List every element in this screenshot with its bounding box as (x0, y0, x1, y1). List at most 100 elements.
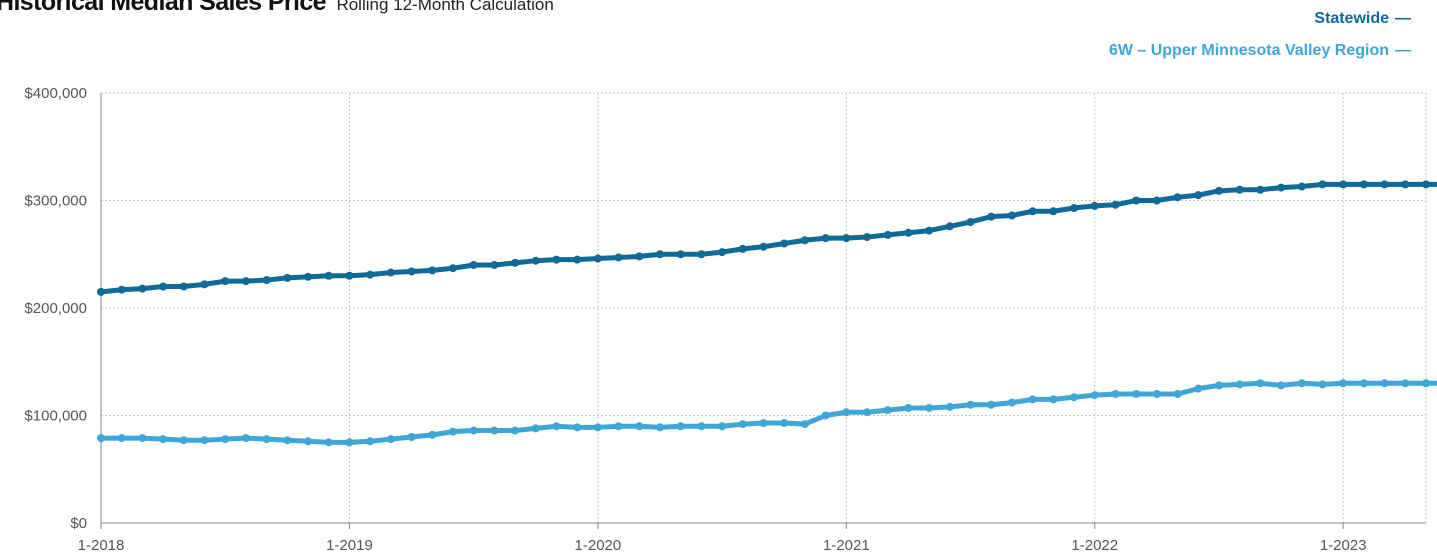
data-point (366, 437, 375, 446)
data-point (1152, 196, 1161, 205)
data-point (1422, 180, 1430, 189)
data-point (780, 419, 789, 428)
data-point (593, 423, 602, 432)
data-point (987, 212, 996, 221)
data-point (966, 218, 975, 226)
data-point (179, 436, 188, 445)
data-point (821, 411, 830, 420)
x-tick-label: 1-2023 (1320, 537, 1367, 554)
y-tick-label: $200,000 (24, 300, 87, 317)
data-point (1422, 379, 1430, 388)
legend-item-region: 6W – Upper Minnesota Valley Region — (1109, 41, 1411, 61)
data-point (469, 426, 478, 435)
data-point (676, 422, 685, 431)
data-point (221, 435, 230, 444)
data-point (200, 436, 209, 445)
y-tick-label: $0 (70, 515, 87, 532)
data-point (614, 422, 623, 431)
data-point (883, 230, 892, 239)
data-point (1194, 384, 1203, 393)
data-point (324, 271, 333, 280)
data-point (1318, 380, 1327, 389)
data-point (531, 256, 540, 265)
data-point (1380, 180, 1389, 189)
data-point (552, 422, 561, 431)
data-point (821, 234, 830, 243)
data-point (1359, 379, 1368, 388)
data-point (780, 239, 789, 248)
data-point (1401, 180, 1410, 189)
data-point (1277, 183, 1286, 192)
data-point (448, 427, 457, 436)
data-point (490, 426, 499, 435)
data-point (345, 271, 354, 280)
data-point (573, 423, 582, 432)
data-point (1297, 182, 1306, 191)
data-point (697, 250, 706, 259)
y-tick-label: $300,000 (24, 193, 87, 210)
data-point (1028, 395, 1037, 404)
data-point (1297, 379, 1306, 388)
data-point (1214, 381, 1223, 390)
data-point (1256, 185, 1265, 194)
data-point (1111, 390, 1120, 398)
data-point (241, 277, 250, 286)
data-point (407, 433, 416, 441)
data-point (283, 436, 292, 445)
data-point (842, 234, 851, 243)
data-point (159, 435, 168, 444)
data-point (511, 426, 520, 435)
data-point (635, 252, 644, 261)
data-point (1173, 390, 1182, 398)
data-point (593, 254, 602, 263)
data-point (283, 273, 292, 282)
data-point (448, 264, 457, 273)
data-point (1339, 379, 1348, 388)
data-point (1132, 196, 1141, 205)
data-point (97, 287, 105, 296)
x-tick-label: 1-2018 (78, 537, 125, 554)
data-point (573, 255, 582, 264)
data-point (1401, 379, 1410, 388)
data-point (842, 408, 851, 417)
legend-label-region: 6W – Upper Minnesota Valley Region (1108, 42, 1389, 59)
data-point (655, 423, 664, 432)
series-line-1 (98, 380, 1437, 445)
data-point (159, 282, 168, 291)
data-point (863, 408, 872, 417)
x-tick-label: 1-2019 (326, 537, 373, 554)
data-point (1380, 379, 1389, 388)
data-point (138, 434, 147, 443)
data-point (1007, 398, 1016, 407)
data-point (904, 228, 913, 237)
data-point (304, 437, 313, 446)
data-point (1256, 379, 1265, 388)
x-tick-label: 1-2020 (575, 537, 622, 554)
legend-swatch-region: — (1395, 42, 1411, 59)
chart-title-block: Historical Median Sales Price Rolling 12… (0, 0, 554, 17)
data-point (304, 272, 313, 281)
data-point (1318, 180, 1327, 189)
x-tick-label: 1-2022 (1071, 537, 1118, 554)
data-point (904, 403, 913, 412)
data-point (945, 402, 954, 411)
data-point (345, 438, 354, 447)
data-point (1359, 180, 1368, 189)
data-point (324, 438, 333, 447)
data-point (386, 435, 395, 444)
data-point (117, 285, 126, 294)
data-point (1235, 380, 1244, 389)
data-point (925, 226, 934, 235)
data-point (1090, 391, 1099, 400)
data-point (759, 242, 768, 251)
data-point (490, 261, 499, 269)
data-point (469, 261, 478, 269)
data-point (925, 403, 934, 412)
data-point (138, 284, 147, 293)
data-point (1028, 207, 1037, 216)
legend-swatch-statewide: — (1395, 10, 1411, 27)
data-point (614, 253, 623, 262)
data-point (1070, 393, 1079, 402)
data-point (1007, 211, 1016, 220)
data-point (1339, 180, 1348, 189)
